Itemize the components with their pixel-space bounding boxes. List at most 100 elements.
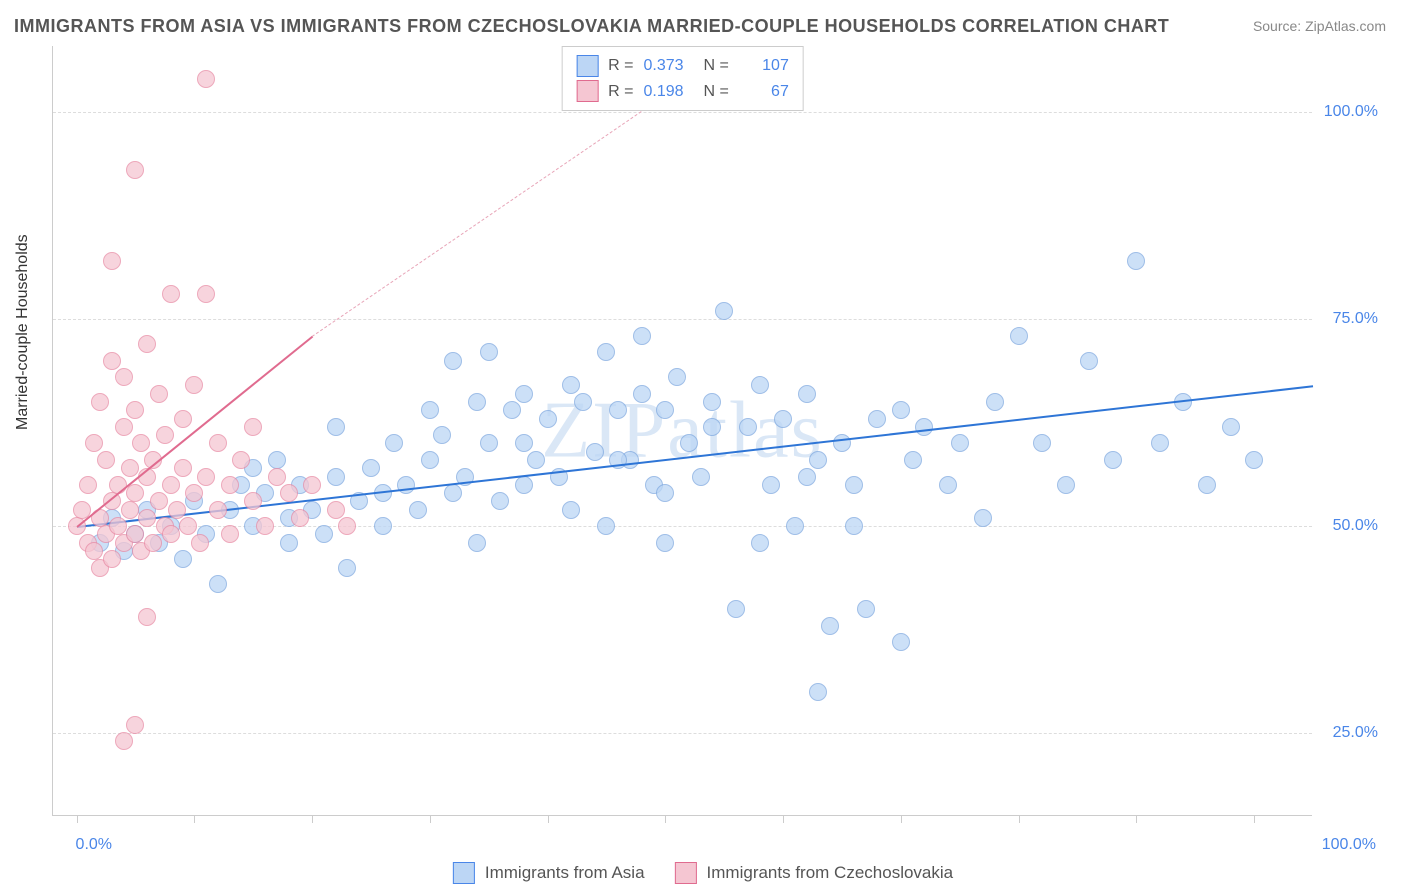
- x-tick: [1136, 815, 1137, 823]
- gridline: [53, 526, 1312, 527]
- data-point: [809, 451, 827, 469]
- data-point: [103, 550, 121, 568]
- data-point: [150, 492, 168, 510]
- data-point: [868, 410, 886, 428]
- x-tick-label-max: 100.0%: [1322, 836, 1376, 854]
- data-point: [115, 368, 133, 386]
- data-point: [421, 401, 439, 419]
- data-point: [138, 608, 156, 626]
- data-point: [126, 161, 144, 179]
- legend-stat-row: R =0.198N =67: [576, 79, 789, 105]
- data-point: [197, 70, 215, 88]
- data-point: [174, 410, 192, 428]
- data-point: [1080, 352, 1098, 370]
- data-point: [656, 484, 674, 502]
- data-point: [444, 352, 462, 370]
- data-point: [904, 451, 922, 469]
- chart-title: IMMIGRANTS FROM ASIA VS IMMIGRANTS FROM …: [14, 16, 1169, 37]
- data-point: [515, 385, 533, 403]
- x-tick: [312, 815, 313, 823]
- data-point: [385, 434, 403, 452]
- data-point: [280, 484, 298, 502]
- data-point: [515, 434, 533, 452]
- data-point: [892, 401, 910, 419]
- data-point: [680, 434, 698, 452]
- data-point: [162, 285, 180, 303]
- x-tick: [665, 815, 666, 823]
- data-point: [409, 501, 427, 519]
- data-point: [480, 434, 498, 452]
- data-point: [1151, 434, 1169, 452]
- data-point: [85, 434, 103, 452]
- x-tick: [548, 815, 549, 823]
- plot-area: ZIPatlas R =0.373N =107R =0.198N =67: [52, 46, 1312, 816]
- data-point: [821, 617, 839, 635]
- legend-label: Immigrants from Czechoslovakia: [707, 863, 954, 883]
- data-point: [845, 517, 863, 535]
- legend-swatch: [453, 862, 475, 884]
- data-point: [174, 550, 192, 568]
- data-point: [315, 525, 333, 543]
- data-point: [951, 434, 969, 452]
- x-tick-label-min: 0.0%: [76, 836, 112, 854]
- data-point: [562, 376, 580, 394]
- gridline: [53, 733, 1312, 734]
- y-tick-label: 25.0%: [1333, 724, 1378, 742]
- source-label: Source: ZipAtlas.com: [1253, 18, 1386, 34]
- data-point: [751, 376, 769, 394]
- data-point: [433, 426, 451, 444]
- data-point: [986, 393, 1004, 411]
- data-point: [121, 501, 139, 519]
- data-point: [126, 525, 144, 543]
- data-point: [1222, 418, 1240, 436]
- data-point: [162, 525, 180, 543]
- legend-stats: R =0.373N =107R =0.198N =67: [561, 46, 804, 111]
- data-point: [150, 385, 168, 403]
- data-point: [609, 401, 627, 419]
- data-point: [232, 451, 250, 469]
- data-point: [132, 434, 150, 452]
- data-point: [280, 534, 298, 552]
- data-point: [421, 451, 439, 469]
- trend-line: [76, 385, 1313, 528]
- data-point: [1127, 252, 1145, 270]
- x-tick: [1019, 815, 1020, 823]
- data-point: [915, 418, 933, 436]
- data-point: [126, 484, 144, 502]
- data-point: [656, 534, 674, 552]
- legend-n-value: 67: [739, 79, 789, 105]
- legend-item: Immigrants from Czechoslovakia: [675, 862, 954, 884]
- data-point: [185, 376, 203, 394]
- data-point: [468, 534, 486, 552]
- legend-label: Immigrants from Asia: [485, 863, 645, 883]
- data-point: [1010, 327, 1028, 345]
- legend-swatch: [576, 55, 598, 77]
- data-point: [338, 517, 356, 535]
- data-point: [574, 393, 592, 411]
- legend-n-label: N =: [704, 53, 729, 79]
- data-point: [715, 302, 733, 320]
- data-point: [162, 476, 180, 494]
- data-point: [809, 683, 827, 701]
- data-point: [103, 352, 121, 370]
- data-point: [303, 476, 321, 494]
- data-point: [126, 401, 144, 419]
- gridline: [53, 112, 1312, 113]
- data-point: [1057, 476, 1075, 494]
- gridline: [53, 319, 1312, 320]
- data-point: [1198, 476, 1216, 494]
- data-point: [633, 385, 651, 403]
- data-point: [786, 517, 804, 535]
- data-point: [209, 575, 227, 593]
- data-point: [491, 492, 509, 510]
- data-point: [727, 600, 745, 618]
- legend-swatch: [675, 862, 697, 884]
- data-point: [362, 459, 380, 477]
- data-point: [244, 492, 262, 510]
- data-point: [197, 285, 215, 303]
- data-point: [845, 476, 863, 494]
- y-tick-label: 75.0%: [1333, 310, 1378, 328]
- data-point: [291, 509, 309, 527]
- data-point: [480, 343, 498, 361]
- data-point: [91, 393, 109, 411]
